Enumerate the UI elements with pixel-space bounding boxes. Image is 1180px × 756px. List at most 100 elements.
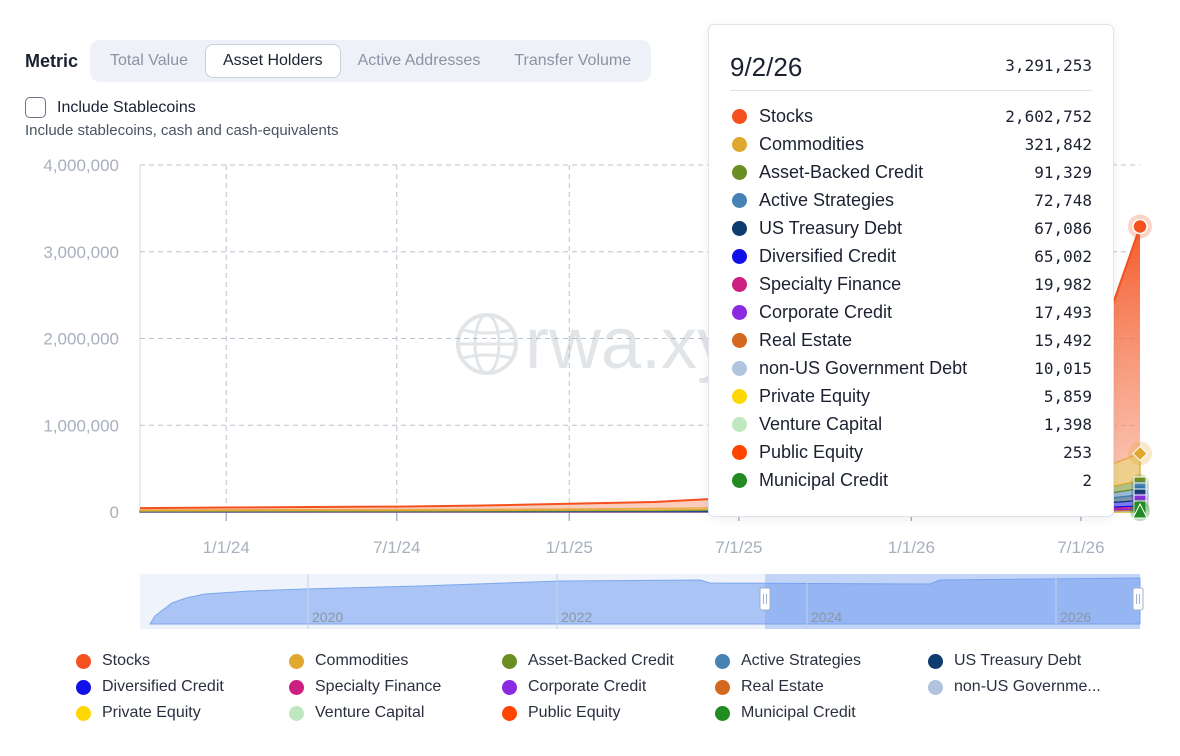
tooltip-series-value: 10,015 xyxy=(1034,358,1092,378)
chart-tooltip: 9/2/26 3,291,253 Stocks 2,602,752 Commodit… xyxy=(708,24,1114,517)
legend-label: Private Equity xyxy=(102,704,201,721)
tooltip-row: Active Strategies 72,748 xyxy=(730,186,1092,214)
legend-item-corporate-credit[interactable]: Corporate Credit xyxy=(502,676,715,698)
tooltip-series-dot xyxy=(732,164,747,180)
tooltip-total: 3,291,253 xyxy=(1005,56,1092,75)
legend-dot xyxy=(76,705,91,721)
y-tick-label: 1,000,000 xyxy=(43,416,119,435)
tooltip-series-value: 72,748 xyxy=(1034,190,1092,210)
tooltip-series-dot xyxy=(732,416,747,432)
tooltip-series-name: Active Strategies xyxy=(759,189,895,210)
legend-dot xyxy=(289,705,304,721)
tooltip-row: Diversified Credit 65,002 xyxy=(730,242,1092,270)
tooltip-series-name: Asset-Backed Credit xyxy=(759,161,924,182)
tooltip-series-name: US Treasury Debt xyxy=(759,217,903,238)
legend-dot xyxy=(715,705,730,721)
stablecoins-toggle[interactable]: Include Stablecoins xyxy=(25,97,196,118)
legend-label: Active Strategies xyxy=(741,652,862,669)
legend-label: US Treasury Debt xyxy=(954,652,1082,669)
legend-label: Venture Capital xyxy=(315,704,425,721)
y-tick-label: 0 xyxy=(110,503,119,522)
tooltip-series-dot xyxy=(732,108,747,124)
tooltip-series-dot xyxy=(732,444,747,460)
navigator-tick-label: 2026 xyxy=(1060,609,1091,625)
tooltip-series-dot xyxy=(732,332,747,348)
x-tick-label: 1/1/24 xyxy=(203,538,250,557)
legend-dot xyxy=(289,679,304,695)
tooltip-row: US Treasury Debt 67,086 xyxy=(730,214,1092,242)
hover-marker-stocks xyxy=(1132,218,1148,235)
tooltip-row: Stocks 2,602,752 xyxy=(730,102,1092,130)
y-tick-label: 4,000,000 xyxy=(43,156,119,175)
legend-item-commodities[interactable]: Commodities xyxy=(289,650,502,672)
tab-asset-holders[interactable]: Asset Holders xyxy=(205,44,341,78)
legend-dot xyxy=(715,679,730,695)
chart-legend: Stocks Commodities Asset-Backed Credit Acti… xyxy=(76,650,1166,724)
navigator-handle-right[interactable] xyxy=(1132,587,1144,611)
tooltip-series-value: 1,398 xyxy=(1043,414,1092,434)
legend-item-stocks[interactable]: Stocks xyxy=(76,650,289,672)
legend-item-diversified-credit[interactable]: Diversified Credit xyxy=(76,676,289,698)
tooltip-series-name: Private Equity xyxy=(759,385,871,406)
tooltip-series-value: 19,982 xyxy=(1034,274,1092,294)
navigator-selection[interactable] xyxy=(765,574,1140,629)
metric-label: Metric xyxy=(25,50,79,71)
tooltip-series-value: 91,329 xyxy=(1034,162,1092,182)
tooltip-row: Private Equity 5,859 xyxy=(730,382,1092,410)
x-tick-label: 7/1/24 xyxy=(373,538,420,557)
legend-dot xyxy=(928,653,943,669)
legend-item-public-equity[interactable]: Public Equity xyxy=(502,702,715,724)
tooltip-series-value: 5,859 xyxy=(1043,386,1092,406)
tooltip-series-value: 2,602,752 xyxy=(1005,106,1092,126)
legend-item-asset-backed-credit[interactable]: Asset-Backed Credit xyxy=(502,650,715,672)
legend-dot xyxy=(715,653,730,669)
metric-selector: Metric Total Value Asset Holders Active … xyxy=(25,40,652,82)
tooltip-series-value: 15,492 xyxy=(1034,330,1092,350)
legend-item-municipal-credit[interactable]: Municipal Credit xyxy=(715,702,928,724)
tab-transfer-volume[interactable]: Transfer Volume xyxy=(514,52,632,69)
x-tick-label: 7/1/26 xyxy=(1057,538,1104,557)
tab-total-value[interactable]: Total Value xyxy=(110,52,188,69)
tooltip-series-value: 253 xyxy=(1063,442,1092,462)
tooltip-header: 9/2/26 3,291,253 xyxy=(730,25,1092,91)
tooltip-series-dot xyxy=(732,360,747,376)
navigator-handle-left[interactable] xyxy=(759,587,771,611)
tooltip-row: Venture Capital 1,398 xyxy=(730,410,1092,438)
tooltip-series-name: Specialty Finance xyxy=(759,273,902,294)
legend-label: non-US Governme... xyxy=(954,678,1101,695)
metric-tabs: Total Value Asset Holders Active Address… xyxy=(90,40,652,82)
stablecoins-checkbox[interactable] xyxy=(25,97,46,118)
legend-dot xyxy=(928,679,943,695)
navigator-tick-label: 2020 xyxy=(312,609,343,625)
tooltip-series-name: Real Estate xyxy=(759,329,853,350)
tab-active-addresses[interactable]: Active Addresses xyxy=(357,52,481,69)
hover-marker-commodities xyxy=(1132,445,1148,462)
tooltip-series-dot xyxy=(732,304,747,320)
navigator-area xyxy=(149,577,1141,625)
legend-item-non-us-governme[interactable]: non-US Governme... xyxy=(928,676,1141,698)
legend-label: Public Equity xyxy=(528,704,621,721)
tooltip-row: Real Estate 15,492 xyxy=(730,326,1092,354)
legend-label: Stocks xyxy=(102,652,151,669)
tooltip-series-value: 17,493 xyxy=(1034,302,1092,322)
tooltip-row: Asset-Backed Credit 91,329 xyxy=(730,158,1092,186)
legend-item-active-strategies[interactable]: Active Strategies xyxy=(715,650,928,672)
legend-item-venture-capital[interactable]: Venture Capital xyxy=(289,702,502,724)
tooltip-row: Specialty Finance 19,982 xyxy=(730,270,1092,298)
tooltip-series-value: 321,842 xyxy=(1024,134,1092,154)
tooltip-series-name: Venture Capital xyxy=(759,413,883,434)
stablecoins-description: Include stablecoins, cash and cash-equiv… xyxy=(25,122,339,139)
tooltip-series-name: Diversified Credit xyxy=(759,245,897,266)
legend-label: Specialty Finance xyxy=(315,678,442,695)
legend-item-private-equity[interactable]: Private Equity xyxy=(76,702,289,724)
tooltip-series-dot xyxy=(732,136,747,152)
legend-dot xyxy=(502,705,517,721)
legend-item-real-estate[interactable]: Real Estate xyxy=(715,676,928,698)
tooltip-series-name: Commodities xyxy=(759,133,865,154)
legend-item-us-treasury-debt[interactable]: US Treasury Debt xyxy=(928,650,1141,672)
tooltip-series-name: Corporate Credit xyxy=(759,301,893,322)
legend-item-specialty-finance[interactable]: Specialty Finance xyxy=(289,676,502,698)
range-navigator[interactable]: 2020 2022 2024 2026 xyxy=(0,570,1180,640)
tooltip-row: Commodities 321,842 xyxy=(730,130,1092,158)
y-tick-label: 3,000,000 xyxy=(43,243,119,262)
